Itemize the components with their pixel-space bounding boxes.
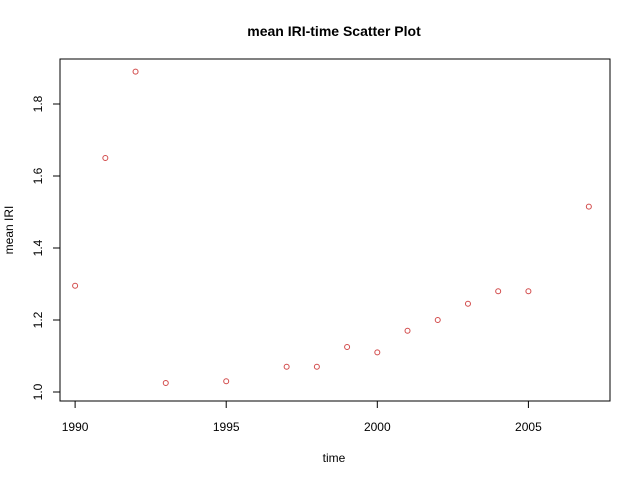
data-point [102,155,109,161]
y-axis-label: mean IRI [2,206,16,255]
y-tick-label: 1.0 [31,383,45,400]
chart-title: mean IRI-time Scatter Plot [247,23,421,39]
plot-frame [59,58,611,402]
x-axis: 1990 1995 2000 2005 [62,400,542,434]
y-axis: 1.0 1.2 1.4 1.6 1.8 [31,95,61,400]
data-point [132,68,139,75]
y-tick-label: 1.6 [31,167,45,184]
data-point [525,288,532,295]
data-point [162,380,169,386]
data-point [404,327,411,334]
data-point [344,344,351,350]
x-tick-label: 2000 [364,420,391,434]
x-tick-label: 2005 [515,420,542,434]
y-tick-label: 1.8 [31,95,45,112]
y-tick-label: 1.4 [31,239,45,256]
data-point [223,378,230,385]
data-point [313,363,320,370]
y-tick-label: 1.2 [31,311,45,328]
data-point [374,349,381,356]
data-points [72,68,592,386]
data-point [464,300,471,307]
x-tick-label: 1995 [213,420,240,434]
x-axis-label: time [323,451,346,465]
data-point [72,282,79,289]
data-point [495,288,502,295]
x-tick-label: 1990 [62,420,89,434]
data-point [434,317,441,323]
data-point [283,363,290,370]
data-point [585,203,592,210]
